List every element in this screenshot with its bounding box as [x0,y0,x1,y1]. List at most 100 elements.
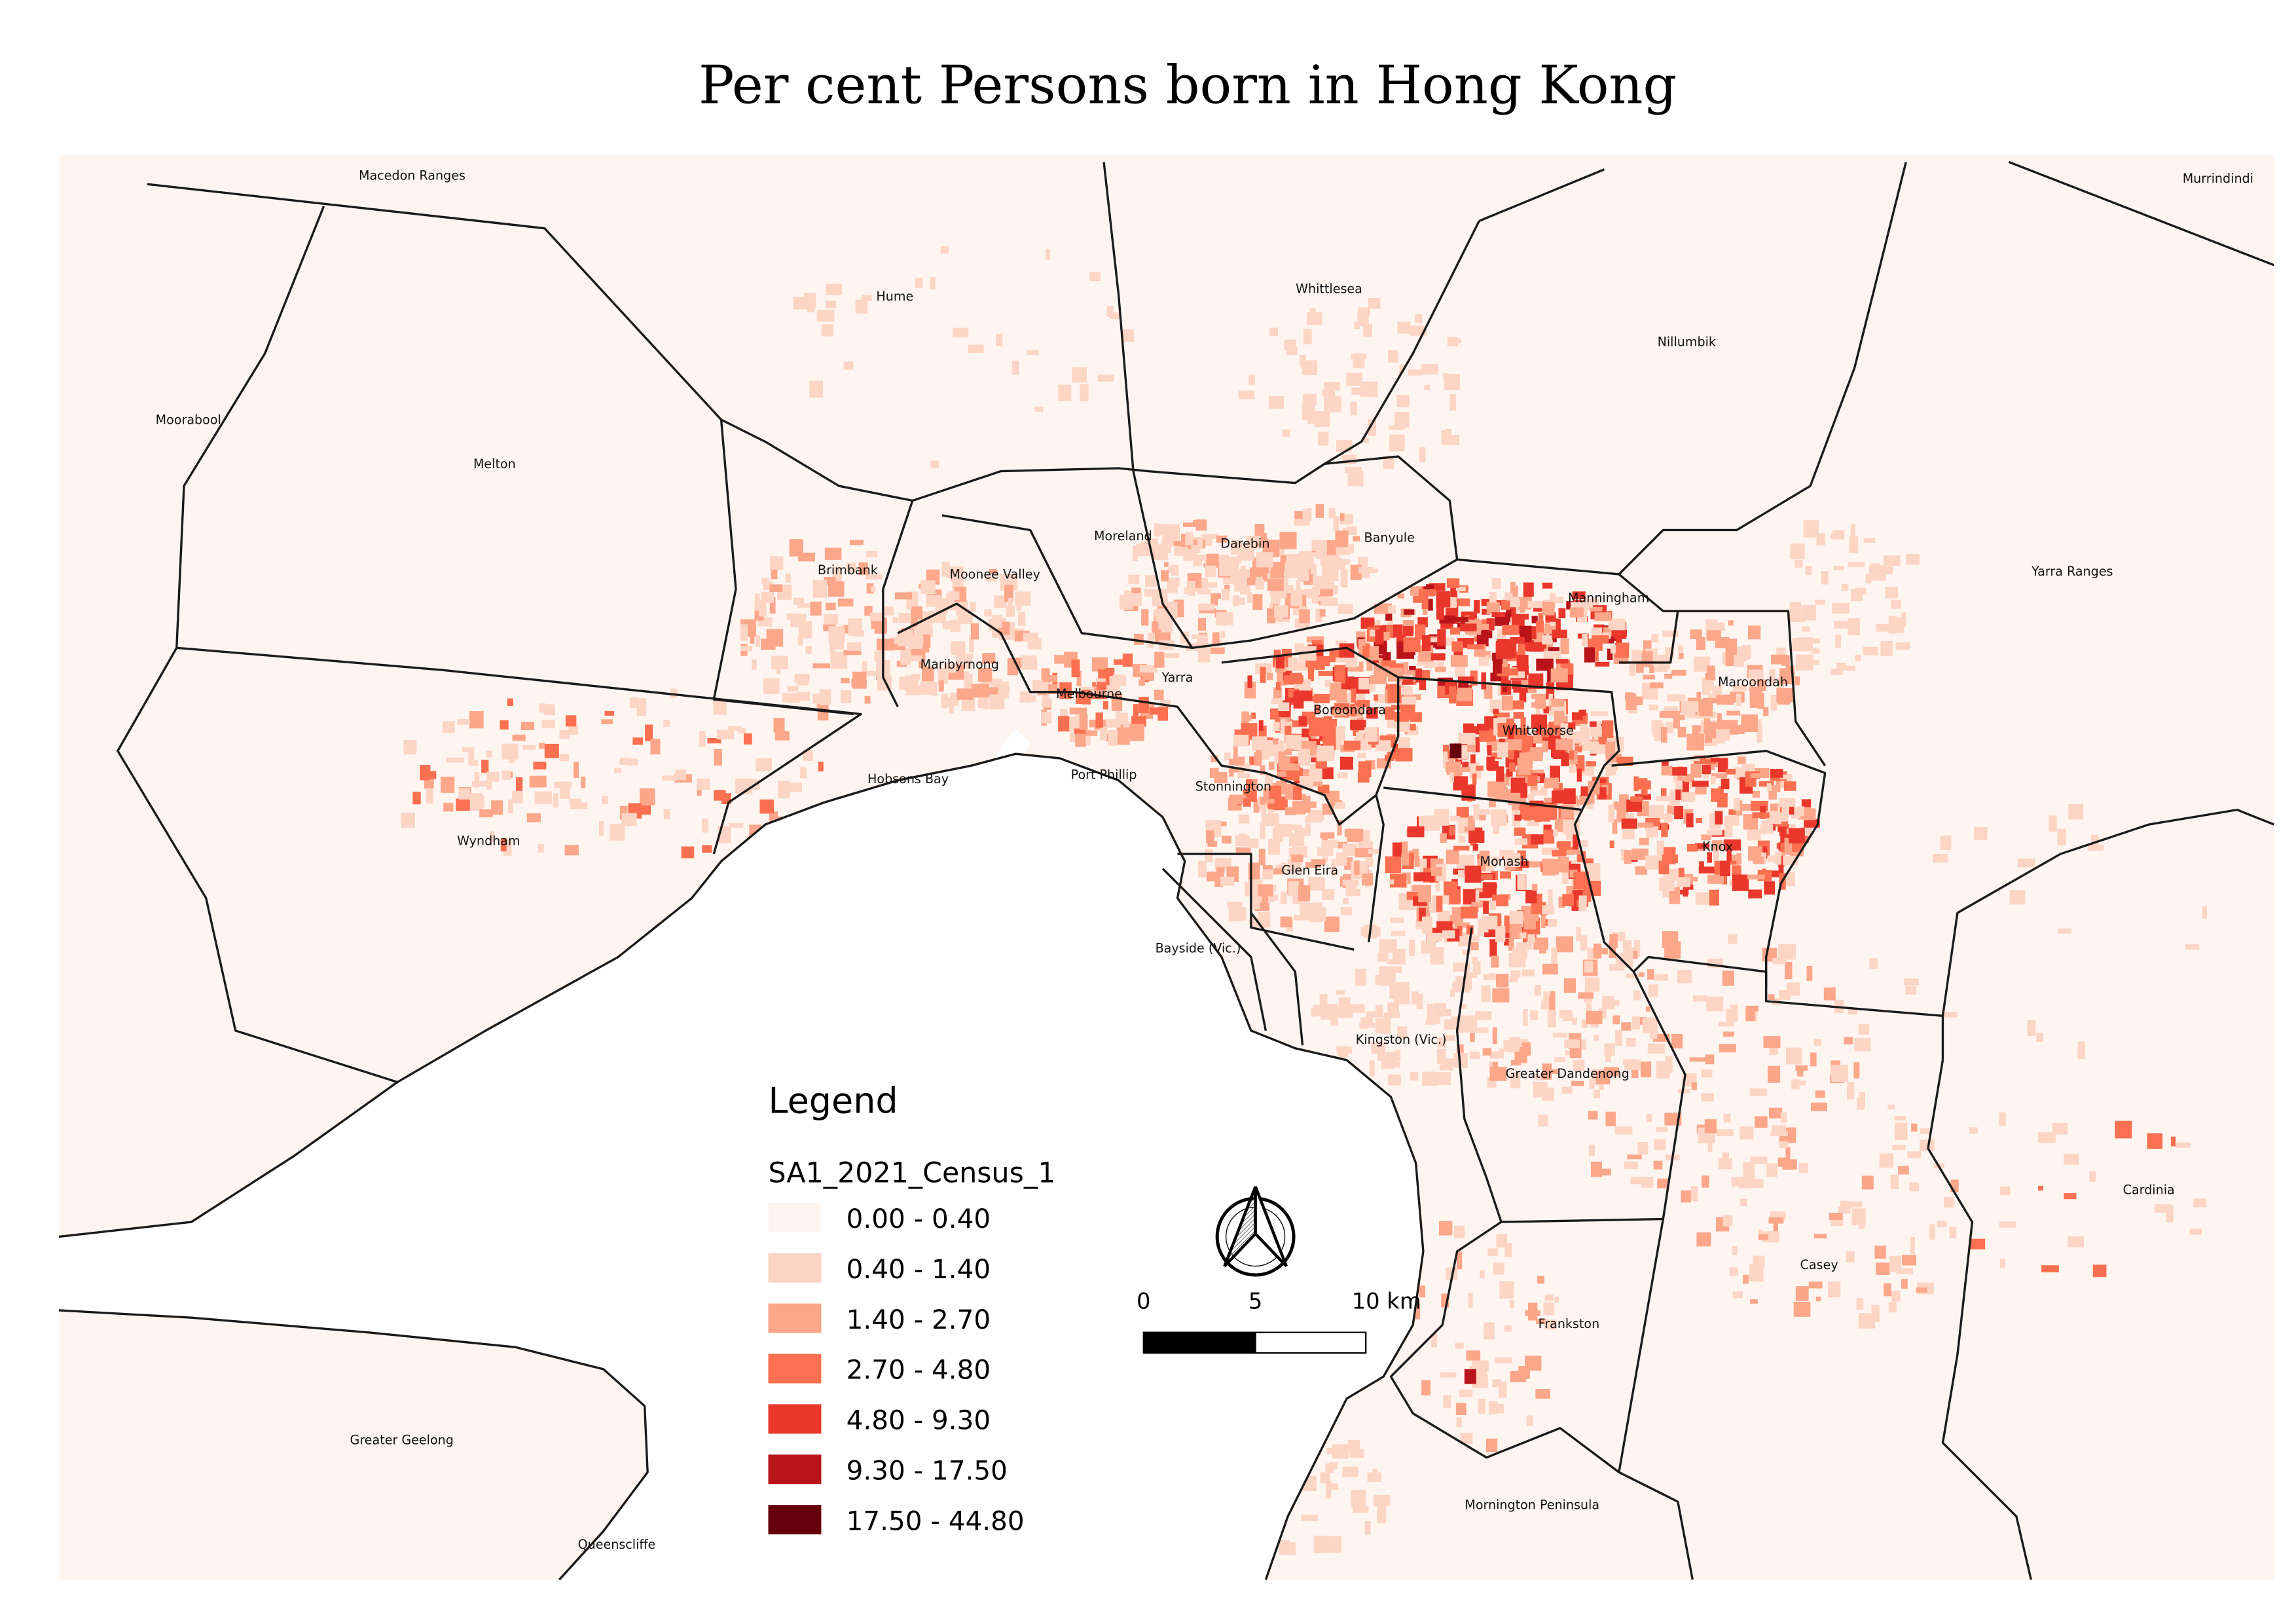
sa1-patch [1438,592,1449,606]
sa1-patch [1324,396,1341,413]
sa1-patch [1231,540,1241,555]
sa1-patch [543,704,555,716]
sa1-patch [1748,625,1761,640]
sa1-patch [1581,642,1588,647]
sa1-patch [1801,604,1817,621]
sa1-patch [1590,606,1603,612]
sa1-patch [1504,1325,1512,1332]
sa1-patch [1834,621,1851,629]
sa1-patch [1220,631,1226,638]
sa1-patch [1514,838,1528,845]
sa1-patch [1311,586,1319,604]
geelong-coastline [58,1309,649,1581]
lga-label: Darebin [1220,536,1269,551]
sa1-patch [1383,455,1394,469]
sa1-patch [1527,775,1538,786]
sa1-patch [837,599,854,607]
sa1-patch [1258,848,1266,866]
sa1-patch [1324,679,1331,688]
sa1-patch [1089,694,1101,699]
sa1-patch [1116,724,1123,731]
sa1-patch [799,621,812,638]
legend-label: 9.30 - 17.50 [847,1455,1008,1486]
sa1-patch [569,798,581,804]
sa1-patch [1206,553,1219,566]
sa1-patch [1004,584,1013,602]
sa1-patch [1612,819,1618,834]
sa1-patch [1212,632,1220,646]
sa1-patch [1455,1403,1467,1416]
sa1-patch [1145,575,1157,587]
sa1-patch [1247,838,1259,849]
sa1-patch [1492,1379,1502,1388]
sa1-patch [1139,696,1149,713]
sa1-patch [1390,874,1407,888]
sa1-patch [1542,963,1558,975]
sa1-patch [1502,625,1519,635]
sa1-patch [1427,932,1443,942]
sa1-patch [1780,1112,1787,1123]
sa1-patch [1307,902,1323,909]
sa1-patch [1194,554,1207,562]
sa1-patch [1750,1156,1768,1164]
sa1-patch [1197,618,1207,631]
scale-label-0: 0 [1137,1289,1150,1314]
sa1-patch [1798,1080,1806,1086]
sa1-patch [1289,833,1305,847]
sa1-patch [1840,1200,1847,1210]
sa1-patch [957,609,973,625]
sa1-patch [1903,978,1919,986]
sa1-patch [1285,726,1292,743]
sa1-patch [1556,619,1561,635]
sa1-patch [602,796,608,805]
sa1-patch [1732,1246,1738,1255]
sa1-patch [1397,593,1405,599]
sa1-patch [1552,629,1567,638]
sa1-patch [1487,760,1499,771]
sa1-patch [1895,642,1910,650]
sa1-patch [1806,965,1813,981]
legend-label: 1.40 - 2.70 [847,1304,991,1335]
sa1-patch [1543,651,1561,659]
legend-swatch [768,1303,822,1333]
sa1-patch [1722,1031,1734,1037]
sa1-patch [756,758,773,771]
sa1-patch [697,786,702,796]
sa1-patch [797,635,803,646]
sa1-patch [1524,920,1536,930]
sa1-patch [1695,843,1710,849]
sa1-patch [1831,534,1844,539]
sa1-patch [446,757,464,763]
sa1-patch [1463,889,1476,905]
sa1-patch [1131,587,1141,593]
sa1-patch [1692,995,1707,1002]
sa1-patch [1480,1270,1485,1279]
sa1-patch [1076,671,1082,686]
sa1-patch [559,785,570,799]
sa1-patch [759,799,774,814]
sa1-patch [1318,432,1329,446]
sa1-patch [1373,663,1379,678]
sa1-patch [1097,375,1114,382]
sa1-patch [1396,394,1410,407]
sa1-patch [1710,776,1716,784]
sa1-patch [1649,682,1664,689]
sa1-patch [1706,996,1724,1012]
sa1-patch [989,568,998,574]
sa1-patch [1365,858,1374,868]
sa1-patch [2170,1136,2176,1147]
sa1-patch [1069,707,1087,714]
sa1-patch [1418,885,1432,902]
sa1-patch [1671,669,1686,676]
sa1-patch [1905,986,1917,995]
sa1-patch [1813,1039,1822,1046]
sa1-patch [1848,618,1861,636]
sa1-patch [1790,543,1805,560]
sa1-patch [1530,1010,1539,1020]
sa1-patch [1451,924,1457,930]
sa1-patch [1282,429,1290,437]
sa1-patch [1197,603,1214,611]
sa1-patch [1805,565,1812,576]
sa1-patch [1728,620,1734,626]
sa1-patch [2038,1132,2056,1143]
